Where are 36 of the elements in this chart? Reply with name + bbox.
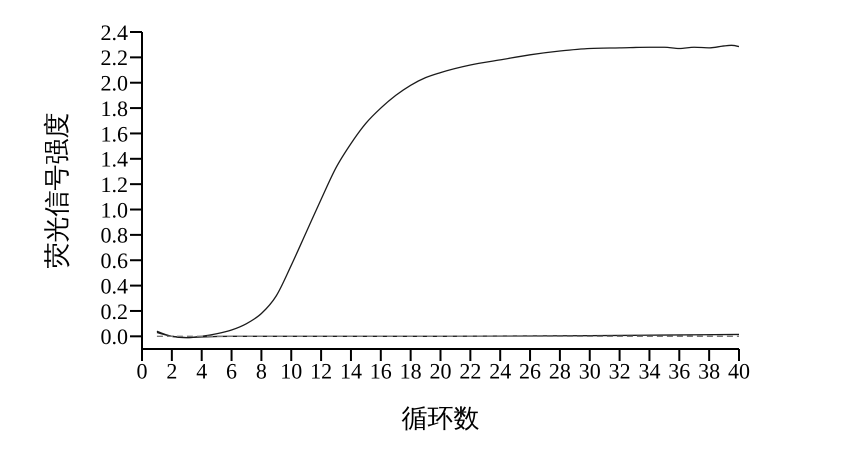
x-tick-label: 0 bbox=[136, 358, 148, 384]
y-tick-label: 1.2 bbox=[100, 172, 128, 197]
y-tick-label: 0.0 bbox=[100, 324, 128, 350]
y-tick-label: 0.6 bbox=[100, 248, 128, 274]
x-tick-label: 24 bbox=[489, 358, 512, 384]
x-tick-label: 34 bbox=[638, 358, 660, 384]
x-tick-label: 32 bbox=[608, 358, 631, 384]
y-tick-label: 2.2 bbox=[100, 45, 128, 70]
x-tick-label: 12 bbox=[310, 358, 332, 384]
x-tick-label: 38 bbox=[698, 358, 720, 384]
y-axis-title: 荧光信号强度 bbox=[42, 112, 72, 268]
y-tick-label: 0.2 bbox=[100, 298, 128, 324]
x-tick-label: 4 bbox=[196, 358, 208, 384]
y-tick-label: 1.8 bbox=[100, 96, 128, 121]
x-tick-label: 30 bbox=[578, 358, 601, 384]
x-tick-label: 22 bbox=[459, 358, 482, 384]
y-tick-label: 2.4 bbox=[100, 20, 128, 45]
x-axis-title: 循环数 bbox=[402, 404, 480, 433]
x-tick-label: 28 bbox=[548, 358, 571, 384]
y-tick-label: 0.4 bbox=[100, 273, 128, 298]
x-tick-label: 2 bbox=[166, 358, 178, 384]
x-tick-label: 40 bbox=[728, 358, 750, 384]
x-tick-label: 6 bbox=[226, 358, 238, 384]
x-tick-label: 26 bbox=[519, 358, 542, 384]
x-tick-label: 8 bbox=[256, 358, 267, 384]
y-tick-label: 0.8 bbox=[100, 222, 128, 248]
x-tick-label: 16 bbox=[370, 358, 392, 384]
x-tick-label: 14 bbox=[340, 358, 362, 384]
y-tick-label: 2.0 bbox=[100, 70, 128, 96]
y-tick-label: 1.4 bbox=[100, 146, 128, 172]
x-tick-label: 10 bbox=[280, 358, 302, 384]
x-tick-label: 18 bbox=[400, 358, 422, 384]
y-tick-label: 1.0 bbox=[100, 197, 128, 222]
x-tick-label: 20 bbox=[430, 358, 452, 384]
y-tick-label: 1.6 bbox=[100, 121, 128, 146]
x-tick-label: 36 bbox=[668, 358, 690, 384]
